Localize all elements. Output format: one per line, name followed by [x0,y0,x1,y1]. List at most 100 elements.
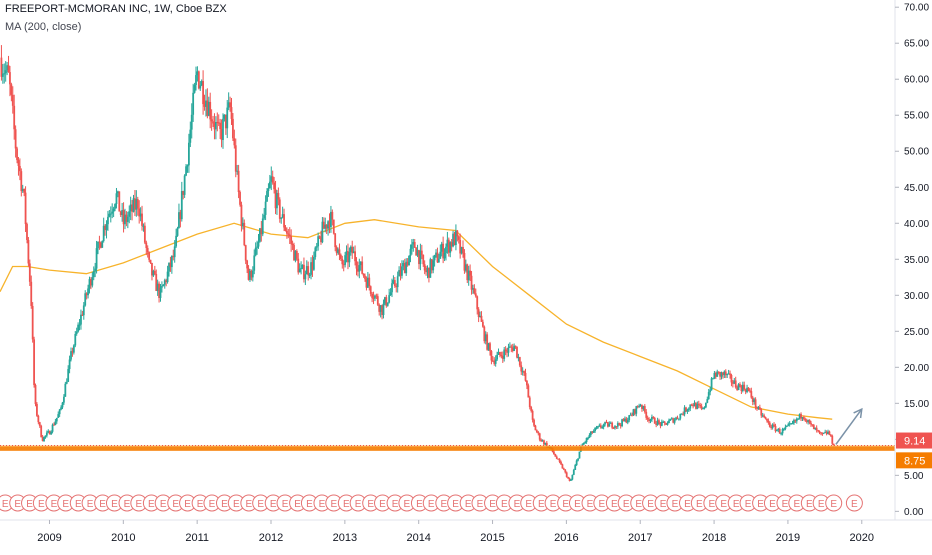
earnings-marker[interactable]: E [557,494,575,512]
svg-text:E: E [538,499,545,510]
candle-down [499,351,501,356]
candle-down [530,407,533,411]
indicator-legend[interactable]: MA (200, close) [5,21,82,33]
candle-down [526,380,528,386]
candle-down [719,371,721,377]
earnings-marker[interactable]: E [313,494,331,512]
candle-down [151,262,153,276]
svg-text:E: E [818,499,825,510]
earnings-marker[interactable]: E [45,494,63,512]
earnings-marker[interactable]: E [252,494,270,512]
candle-up [166,271,169,283]
candle-up [741,384,744,392]
candle-up [440,243,443,252]
candle-up [159,287,162,298]
candle-down [447,239,450,253]
svg-text:E: E [124,499,131,510]
svg-text:E: E [562,499,569,510]
candle-up [598,425,601,427]
candle-up [435,252,437,256]
candle-up [702,407,704,409]
candle-down [250,270,253,278]
candle-down [599,425,602,428]
svg-text:E: E [672,499,679,510]
earnings-marker[interactable]: E [9,494,27,512]
trend-arrow-head [853,407,863,419]
candle-down [751,397,754,403]
candle-down [489,343,491,352]
candle-up [175,235,178,247]
candle-down [648,419,650,422]
earnings-marker[interactable]: E [825,494,843,512]
candle-up [582,442,585,445]
svg-text:E: E [282,499,289,510]
y-tick-label: 50.00 [904,147,929,158]
earnings-marker[interactable]: E [398,494,416,512]
svg-text:E: E [477,499,484,510]
candle-up [185,166,187,176]
candle-up [180,191,183,220]
chart-symbol-title[interactable]: FREEPORT-MCMORAN INC, 1W, Cboe BZX [5,3,227,15]
candle-down [155,273,158,291]
candle-down [24,192,27,225]
y-tick-label: 55.00 [904,111,929,122]
candle-up [771,424,774,429]
candle-up [314,247,317,258]
candle-up [594,428,597,431]
candle-down [244,245,247,261]
candle-down [462,247,464,253]
candle-down [531,410,534,420]
candle-down [756,407,758,409]
candle-up [775,430,778,432]
candle-up [601,427,604,429]
earnings-marker[interactable]: E [21,494,39,512]
svg-text:E: E [757,499,764,510]
candle-down [767,420,770,423]
candle-up [703,407,706,409]
candle-down [210,119,213,122]
candle-down [27,239,30,264]
candle-up [410,244,413,249]
trend-arrow[interactable] [835,408,863,445]
support-line[interactable] [0,445,895,451]
candle-up [200,81,203,86]
svg-text:E: E [38,499,45,510]
svg-text:E: E [172,499,179,510]
earnings-marker[interactable]: E [800,494,818,512]
candle-down [764,416,767,419]
candle-down [493,360,496,364]
earnings-marker[interactable]: E [325,494,343,512]
candle-up [199,85,202,89]
earnings-marker[interactable]: E [410,494,428,512]
candle-up [58,409,61,415]
candle-up [496,354,499,360]
candle-up [544,442,547,445]
candle-down [724,371,727,376]
candle-up [190,114,193,130]
candle-down [832,443,835,446]
svg-text:E: E [851,499,858,510]
candle-down [665,422,668,425]
candle-down [364,275,366,280]
earnings-marker[interactable]: E [191,494,209,512]
earnings-marker[interactable]: E [630,494,648,512]
candle-up [223,114,226,119]
candle-up [132,198,135,212]
earnings-marker[interactable]: E [544,494,562,512]
earnings-marker[interactable]: E [94,494,112,512]
svg-text:E: E [135,499,142,510]
candle-up [675,417,677,420]
candle-down [278,199,281,219]
candle-up [54,421,57,425]
earnings-marker[interactable]: E [666,494,684,512]
candle-up [687,408,690,410]
earnings-marker[interactable]: E [118,494,136,512]
candle-down [428,267,430,278]
earnings-marker[interactable]: E [845,494,863,512]
candle-down [466,264,469,281]
candle-up [753,399,756,403]
earnings-marker[interactable]: E [484,494,502,512]
candle-up [109,213,112,215]
